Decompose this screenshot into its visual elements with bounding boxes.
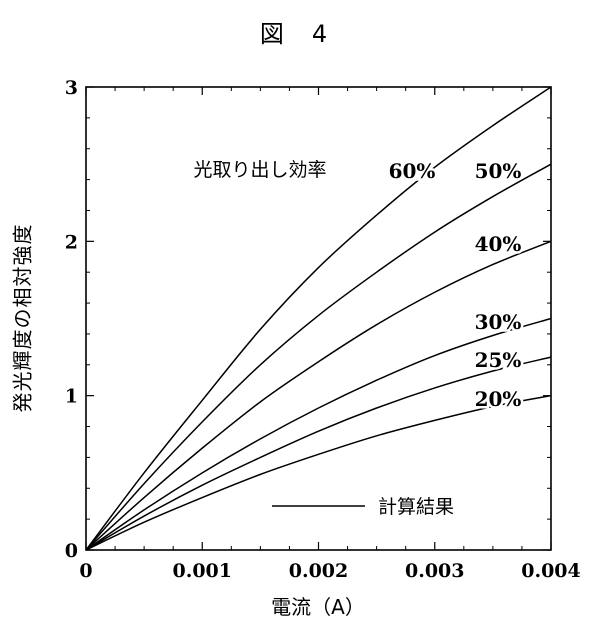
legend-label: 計算結果 xyxy=(378,496,454,518)
series-label: 50% xyxy=(475,159,522,183)
series-line xyxy=(86,396,551,550)
y-tick-label: 0 xyxy=(65,540,78,562)
series-label: 40% xyxy=(475,232,522,256)
y-axis-label: 発光輝度の相対強度 xyxy=(7,224,36,413)
series-label: 30% xyxy=(475,310,522,334)
efficiency-annotation: 光取り出し効率 xyxy=(193,159,326,181)
series-label: 60% xyxy=(389,159,436,183)
x-tick-label: 0 xyxy=(79,560,92,582)
y-tick-label: 1 xyxy=(65,386,78,408)
x-tick-label: 0.003 xyxy=(405,560,465,582)
y-tick-label: 2 xyxy=(65,231,78,253)
series-label: 20% xyxy=(475,387,522,411)
x-axis-label: 電流（A） xyxy=(271,591,365,620)
x-tick-label: 0.001 xyxy=(173,560,233,582)
series-label: 25% xyxy=(475,348,522,372)
y-tick-label: 3 xyxy=(65,77,78,99)
x-tick-label: 0.002 xyxy=(289,560,349,582)
x-tick-label: 0.004 xyxy=(521,560,581,582)
